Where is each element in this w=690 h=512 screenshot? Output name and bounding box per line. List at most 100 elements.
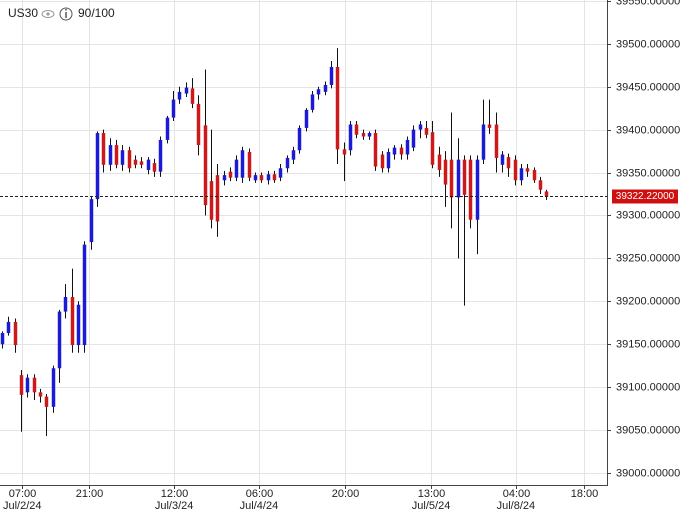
x-tick-label: 21:00	[76, 488, 104, 500]
candle-body	[437, 154, 442, 170]
candle-body	[76, 304, 81, 346]
candle-body	[348, 124, 353, 151]
last-price-box	[612, 189, 678, 204]
candle-body	[25, 377, 30, 393]
candle-body	[253, 175, 258, 181]
candle-body	[418, 124, 423, 130]
candle-body	[367, 133, 372, 137]
candle-body	[6, 321, 11, 334]
y-tick-label: 39050.00000	[616, 424, 680, 436]
candle-body	[127, 150, 132, 169]
y-tick-label: 39500.00000	[616, 38, 680, 50]
candle-body	[500, 154, 505, 165]
candle-body	[297, 127, 302, 151]
date-label: Jul/4/24	[240, 500, 279, 512]
candle-body	[430, 132, 435, 165]
candle-body	[133, 159, 138, 165]
symbol: US30	[8, 6, 38, 20]
candle-body	[57, 311, 62, 369]
y-tick-label: 39000.00000	[616, 467, 680, 479]
candle-body	[89, 199, 94, 243]
candle-body	[481, 124, 486, 160]
candle-body	[475, 159, 480, 220]
candle-body	[63, 297, 68, 312]
candle-body	[525, 168, 530, 172]
candles	[0, 48, 549, 437]
candle-body	[405, 139, 410, 155]
candle-body	[44, 396, 49, 407]
candle-body	[51, 368, 56, 407]
y-tick-label: 39100.00000	[616, 381, 680, 393]
candle-body	[222, 175, 227, 181]
y-tick-label: 39550.00000	[616, 0, 680, 7]
candle-body	[285, 157, 290, 169]
candle-body	[411, 129, 416, 148]
candle-body	[361, 133, 366, 137]
candle-body	[171, 99, 176, 118]
candle-body	[146, 159, 151, 170]
candle-body	[544, 191, 549, 197]
candle-body	[513, 159, 518, 181]
candle-body	[114, 145, 119, 165]
candle-body	[108, 145, 113, 165]
x-tick-label: 12:00	[161, 488, 189, 500]
y-tick-label: 39250.00000	[616, 252, 680, 264]
candle-body	[462, 159, 467, 195]
candle-body	[209, 181, 214, 220]
candle-body	[329, 66, 334, 85]
eye-icon[interactable]	[41, 10, 55, 18]
date-label: Jul/3/24	[155, 500, 194, 512]
candle-body	[158, 139, 163, 172]
candle-body	[38, 392, 43, 397]
x-tick-label: 13:00	[418, 488, 446, 500]
candle-body	[449, 159, 454, 198]
info-icon[interactable]	[59, 7, 73, 21]
candle-body	[316, 89, 321, 95]
candle-body	[13, 321, 18, 346]
candle-body	[70, 297, 75, 346]
candle-body	[399, 147, 404, 155]
x-tick-label: 07:00	[9, 488, 37, 500]
candle-body	[120, 150, 125, 165]
candle-body	[443, 159, 448, 185]
candle-body	[259, 175, 264, 181]
candle-body	[203, 125, 208, 206]
candle-body	[215, 175, 220, 222]
candle-body	[506, 157, 511, 169]
candle-body	[82, 244, 87, 346]
x-tick-label: 20:00	[332, 488, 360, 500]
candle-body	[0, 333, 5, 345]
candle-body	[196, 103, 201, 146]
y-tick-label: 39350.00000	[616, 167, 680, 179]
candle-body	[304, 109, 309, 128]
candle-body	[342, 149, 347, 155]
candle-body	[532, 169, 537, 181]
candle-body	[228, 171, 233, 178]
x-tick-label: 06:00	[246, 488, 274, 500]
candle-body	[184, 87, 189, 94]
candle-body	[240, 150, 245, 178]
x-tick-label: 04:00	[503, 488, 531, 500]
candle-body	[32, 377, 37, 393]
candle-body	[468, 159, 473, 220]
y-tick-label: 39200.00000	[616, 295, 680, 307]
candle-body	[538, 180, 543, 190]
candle-body	[335, 66, 340, 150]
candle-body	[19, 375, 24, 395]
y-tick-label: 39450.00000	[616, 81, 680, 93]
candle-body	[487, 124, 492, 128]
candle-body	[247, 151, 252, 178]
y-tick-label: 39400.00000	[616, 124, 680, 136]
candle-body	[152, 163, 157, 172]
candle-body	[373, 133, 378, 167]
last-price-label: 39322.22000	[616, 191, 675, 202]
date-label: Jul/2/24	[3, 500, 42, 512]
candle-body	[494, 124, 499, 158]
candle-body	[101, 133, 106, 165]
candle-body	[392, 147, 397, 155]
date-label: Jul/8/24	[497, 500, 536, 512]
candle-body	[354, 124, 359, 135]
candle-body	[139, 161, 144, 165]
x-tick-label: 18:00	[571, 488, 599, 500]
